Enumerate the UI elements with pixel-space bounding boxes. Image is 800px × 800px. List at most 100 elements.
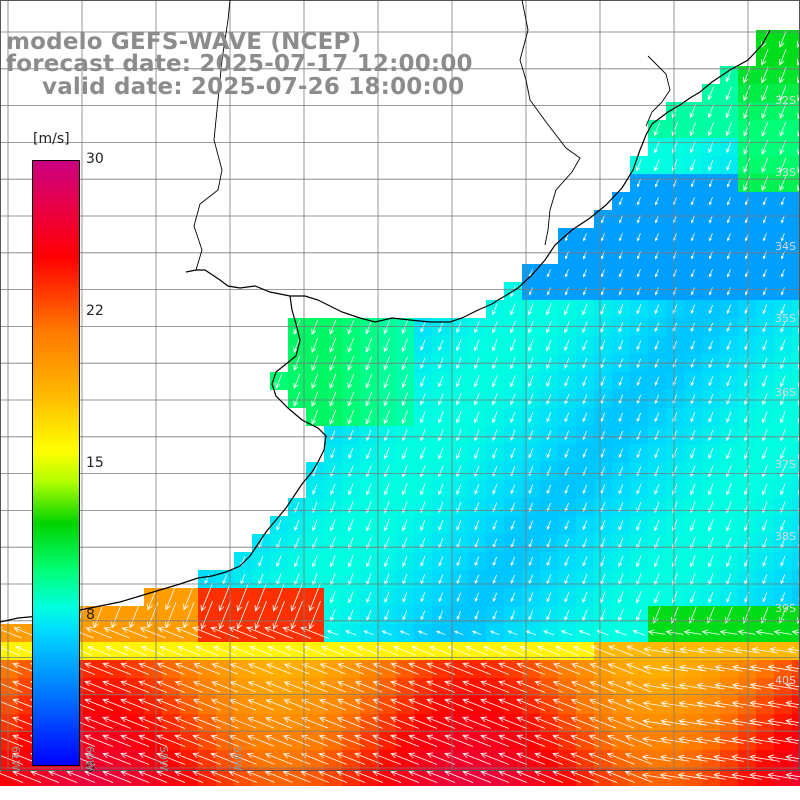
wind-cell	[792, 228, 800, 246]
wind-arrow	[210, 716, 239, 729]
wind-arrow	[726, 322, 732, 333]
wind-arrow	[564, 484, 570, 495]
wind-arrow	[66, 770, 96, 783]
wind-arrow	[498, 770, 528, 783]
wind-arrow	[311, 409, 319, 426]
wind-arrow	[311, 391, 319, 408]
wind-arrow	[654, 412, 660, 423]
wind-arrow	[760, 606, 769, 624]
wind-arrow	[778, 606, 787, 624]
wind-arrow	[780, 215, 785, 224]
wind-arrow	[690, 141, 696, 154]
wind-arrow	[761, 157, 769, 173]
wind-arrow	[426, 734, 456, 747]
wind-arrow	[498, 698, 528, 711]
wind-arrow	[381, 630, 392, 636]
wind-arrow	[318, 752, 347, 765]
wind-arrow	[426, 770, 456, 783]
wind-arrow	[780, 393, 786, 406]
wind-arrow	[390, 734, 420, 747]
wind-arrow	[408, 752, 438, 765]
wind-arrow	[0, 752, 24, 765]
wind-arrow	[749, 772, 780, 780]
wind-arrow	[690, 447, 696, 459]
wind-arrow	[725, 104, 732, 119]
wind-arrow	[636, 159, 642, 172]
wind-cell	[792, 516, 800, 534]
wind-arrow	[725, 86, 732, 101]
wind-arrow	[713, 736, 744, 744]
wind-arrow	[265, 681, 292, 693]
lon-label: 58W	[231, 746, 244, 771]
wind-arrow	[600, 448, 606, 459]
wind-arrow	[546, 502, 552, 513]
wind-arrow	[708, 411, 714, 423]
wind-arrow	[780, 592, 786, 603]
wind-arrow	[183, 584, 195, 611]
wind-arrow	[438, 411, 444, 424]
wind-arrow	[780, 233, 785, 242]
wind-arrow	[193, 663, 221, 675]
wind-arrow	[791, 629, 800, 636]
wind-arrow	[546, 592, 552, 603]
wind-arrow	[762, 555, 768, 567]
wind-arrow	[589, 663, 616, 675]
wind-arrow	[345, 630, 357, 636]
wind-arrow	[390, 698, 420, 711]
wind-arrow	[283, 681, 310, 693]
wind-cell	[792, 210, 800, 228]
wind-arrow	[480, 662, 510, 675]
wind-arrow	[383, 410, 390, 425]
wind-arrow	[588, 734, 617, 747]
wind-arrow	[636, 519, 642, 531]
wind-arrow	[177, 645, 201, 656]
wind-arrow	[708, 269, 713, 278]
wind-cell	[792, 408, 800, 426]
wind-arrow	[438, 375, 444, 388]
wind-arrow	[102, 680, 132, 693]
wind-arrow	[767, 682, 798, 690]
wind-arrow	[330, 573, 336, 586]
wind-arrow	[480, 734, 510, 747]
wind-arrow	[330, 591, 336, 604]
wind-arrow	[618, 215, 623, 224]
wind-arrow	[384, 591, 390, 603]
wind-arrow	[123, 645, 147, 656]
wind-arrow	[600, 484, 606, 495]
wind-arrow	[600, 321, 606, 333]
wind-arrow	[265, 663, 292, 675]
wind-arrow	[608, 645, 634, 657]
wind-arrow	[474, 556, 480, 567]
wind-arrow	[138, 716, 168, 729]
wind-arrow	[300, 734, 329, 747]
wind-arrow	[319, 663, 346, 675]
wind-arrow	[690, 159, 696, 172]
wind-arrow	[672, 519, 678, 532]
wind-arrow	[175, 627, 202, 639]
wind-arrow	[510, 484, 516, 495]
wind-arrow	[690, 394, 696, 405]
wind-arrow	[654, 591, 660, 604]
wind-arrow	[701, 629, 720, 636]
wind-arrow	[761, 67, 769, 84]
wind-arrow	[761, 48, 769, 66]
wind-arrow	[120, 734, 150, 747]
wind-arrow	[348, 609, 354, 622]
wind-arrow	[636, 269, 641, 278]
wind-arrow	[787, 646, 800, 653]
wind-arrow	[690, 519, 696, 532]
wind-arrow	[402, 447, 408, 460]
wind-arrow	[780, 304, 786, 315]
wind-arrow	[528, 574, 534, 585]
wind-arrow	[678, 664, 707, 672]
wind-arrow	[582, 412, 588, 423]
wind-arrow	[678, 718, 707, 726]
wind-arrow	[762, 519, 768, 532]
wind-arrow	[311, 337, 319, 354]
wind-arrow	[683, 629, 702, 636]
wind-arrow	[546, 393, 552, 405]
wind-arrow	[363, 630, 375, 636]
wind-arrow	[713, 718, 744, 726]
wind-arrow	[312, 555, 318, 568]
wind-arrow	[654, 448, 660, 459]
